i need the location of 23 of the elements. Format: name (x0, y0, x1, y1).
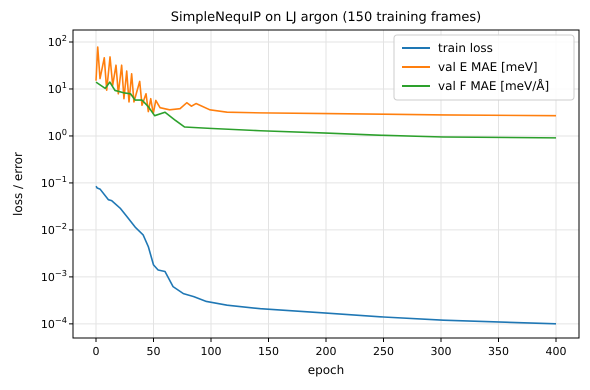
line-series (95, 185, 557, 325)
y-axis-title: loss / error (11, 152, 25, 216)
x-tick-label: 150 (258, 345, 279, 358)
legend-label: train loss (438, 41, 493, 55)
x-tick-label: 100 (200, 345, 222, 358)
x-tick-label: 50 (146, 345, 160, 358)
y-tick-label: 10$^{1}$ (48, 80, 67, 96)
y-tick-label: 10$^{−3}$ (40, 268, 67, 284)
y-tick-label: 10$^{−4}$ (40, 314, 67, 331)
x-tick-label: 350 (488, 345, 509, 358)
x-tick-label: 250 (373, 345, 394, 358)
x-tick-label: 300 (430, 345, 452, 358)
y-tick-label: 10$^{−2}$ (40, 220, 67, 237)
x-tick-label: 200 (316, 345, 336, 358)
x-tick-label: 400 (546, 345, 566, 358)
chart-title: SimpleNequIP on LJ argon (150 training frames) (170, 10, 482, 25)
y-tick-label: 10$^{−1}$ (40, 174, 67, 190)
legend-label: val F MAE [meV/Å] (438, 78, 550, 93)
legend-label: val E MAE [meV] (438, 60, 538, 74)
y-tick-label: 10$^{2}$ (48, 32, 67, 49)
y-tick-label: 10$^{0}$ (48, 126, 67, 143)
x-tick-label: 0 (92, 345, 100, 358)
x-axis-title: epoch (308, 363, 344, 377)
